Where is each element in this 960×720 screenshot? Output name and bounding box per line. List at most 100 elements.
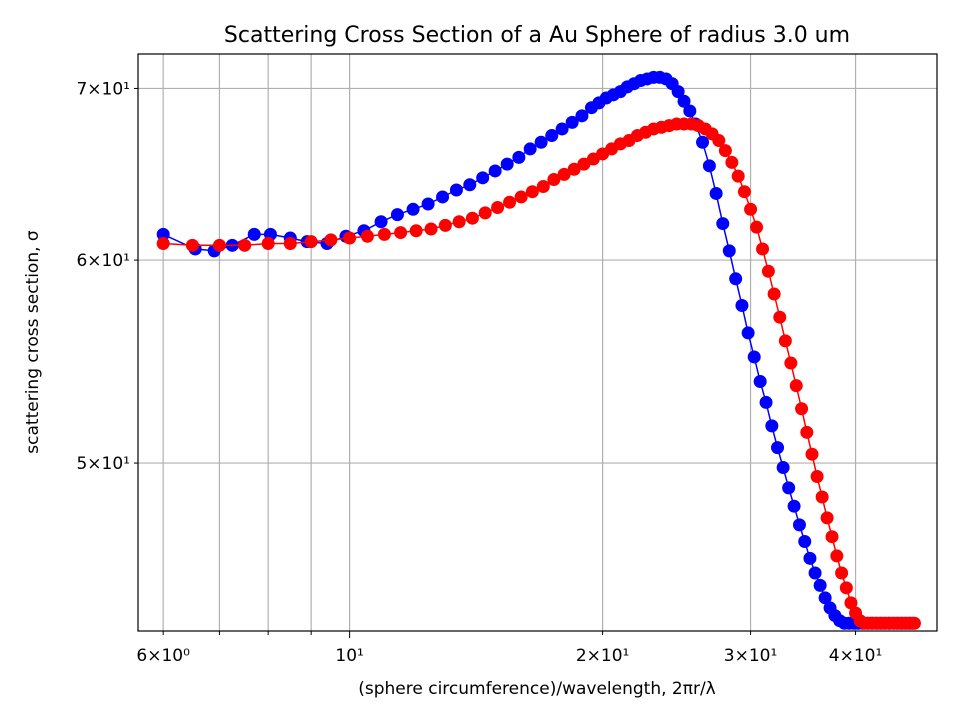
series-2-point [712,134,726,148]
series-2-point [725,155,739,169]
series-1-point [798,534,812,548]
series-2-point [212,238,226,252]
series-1-point [575,109,589,123]
series-2-point [491,201,505,215]
series-2-point [761,264,775,278]
series-2-point [377,227,391,241]
series-1-point [671,85,685,99]
series-2-point [815,490,829,504]
series-1-point [716,217,730,231]
series-2-point [830,549,844,563]
series-2-point [465,211,479,225]
series-1-point [523,142,537,156]
series-2-point [784,356,798,370]
series-2-point [304,235,318,249]
series-2-point [503,195,517,209]
series-2-point [805,447,819,461]
series-1-point [500,157,514,171]
series-2-point [750,220,764,234]
series-1-point [735,299,749,313]
series-2-point [773,310,787,324]
series-1-point [747,350,761,364]
series-1-point [488,164,502,178]
series-1-point [436,190,450,204]
series-1-point [476,171,490,185]
series-1-point [696,135,710,149]
series-1-point [463,178,477,192]
series-1-point [683,104,697,118]
series-2-point [567,162,581,176]
series-1-point [156,227,170,241]
series-2-point [778,334,792,348]
series-1-point [534,135,548,149]
series-1-point [709,186,723,200]
series-2-point [536,179,550,193]
series-2-point [907,616,921,630]
series-2-point [795,402,809,416]
series-2-point [261,237,275,251]
series-2-point [283,237,297,251]
series-1-point [771,441,785,455]
series-1-point [776,461,790,475]
series-1-point [247,227,261,241]
x-tick-label: 2×10¹ [576,646,630,666]
series-2-point [835,566,849,580]
series-2-point [820,511,834,525]
series-1-point [512,150,526,164]
series-2-point [394,226,408,240]
series-1-point [702,159,716,173]
series-1-point [818,591,832,605]
series-2-point [547,173,561,187]
y-tick-label: 6×10¹ [76,251,130,271]
series-1-point [808,566,822,580]
series-2-point [343,231,357,245]
series-2-point [238,238,252,252]
series-1-point [765,419,779,433]
series-2-point [424,222,438,236]
series-1-point [449,183,463,197]
series-2-point [731,169,745,183]
series-layer [156,70,921,630]
axis-ticks: 10¹ 6×10⁰ 2×10¹ 3×10¹ 4×10¹ 5×10¹ 6×10¹ 7×10¹ [76,79,882,666]
series-2-point [156,237,170,251]
x-tick-label: 6×10⁰ [136,646,190,666]
series-2-point [478,206,492,220]
series-2-point [185,238,199,252]
series-2-point [360,229,374,243]
series-2-line [163,123,915,625]
x-tick-label: 3×10¹ [724,646,778,666]
series-2-point [789,379,803,393]
series-1-point [753,375,767,389]
series-1-point [421,197,435,211]
series-1-point [759,395,773,409]
series-2-point [810,470,824,484]
series-2-point [844,596,858,610]
x-tick-label: 4×10¹ [829,646,883,666]
series-1-point [374,215,388,229]
series-1-point [787,499,801,513]
series-1-point [390,208,404,222]
series-1-point [741,326,755,340]
x-tick-label: 10¹ [335,646,363,666]
series-2-point [737,185,751,199]
series-1-point [565,115,579,129]
series-1-point [792,518,806,532]
series-2-point [514,190,528,204]
series-1-point [782,481,796,495]
series-2-point [839,581,853,595]
series-1-point [555,122,569,136]
y-axis-label: scattering cross section, σ [23,230,43,454]
series-1-point [677,94,691,108]
series-2-point [718,144,732,158]
series-2-point [324,233,338,247]
series-2-point [825,530,839,544]
series-1-point [406,202,420,216]
series-2-point [756,242,770,256]
x-axis-label: (sphere circumference)/wavelength, 2πr/λ [358,679,715,699]
y-tick-label: 7×10¹ [76,79,130,99]
chart-title: Scattering Cross Section of a Au Sphere … [224,23,850,48]
series-1-point [545,129,559,143]
series-1-point [803,551,817,565]
series-2-point [438,218,452,232]
